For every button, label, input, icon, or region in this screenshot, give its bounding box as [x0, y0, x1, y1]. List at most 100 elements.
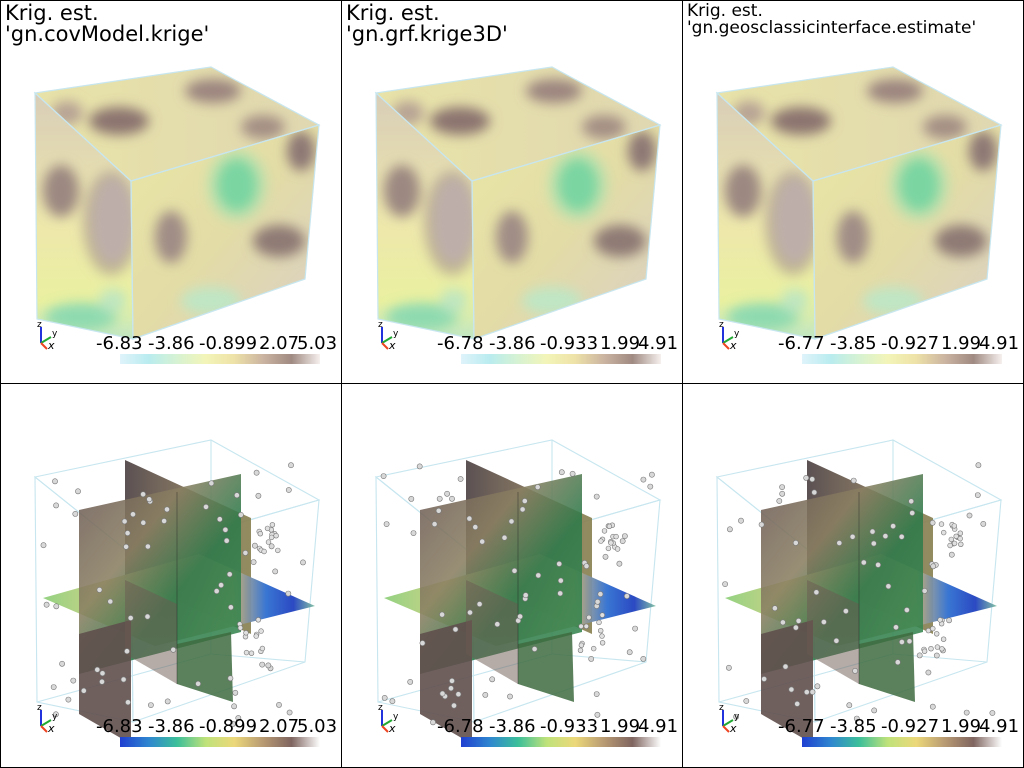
data-point-marker — [535, 572, 542, 579]
data-point-marker — [928, 646, 934, 652]
kriging-slices-render[interactable] — [683, 384, 1024, 768]
data-point-marker — [803, 475, 810, 481]
colorbar — [802, 737, 1002, 747]
data-point-marker — [226, 571, 233, 578]
data-point-marker — [383, 521, 390, 527]
cube-right-face — [131, 125, 319, 339]
kriging-slices-render[interactable] — [1, 384, 342, 768]
data-point-marker — [558, 469, 565, 476]
data-point-marker — [276, 701, 282, 708]
panel-title: Krig. est. 'gn.grf.krige3D' — [346, 3, 508, 45]
x-axis-arrow — [722, 342, 730, 350]
data-point-marker — [127, 615, 134, 621]
data-point-marker — [583, 563, 590, 569]
panel-title-line2: 'gn.geosclassicinterface.estimate' — [687, 18, 977, 38]
data-point-marker — [444, 490, 450, 497]
data-point-marker — [938, 521, 945, 527]
data-point-marker — [648, 471, 655, 478]
data-point-marker — [455, 691, 462, 698]
kriging-slices-render[interactable] — [342, 384, 683, 768]
data-point-marker — [860, 559, 867, 566]
data-point-marker — [614, 546, 621, 552]
panel-title: Krig. est. 'gn.covModel.krige' — [5, 3, 209, 45]
data-point-marker — [809, 689, 816, 695]
kriging-cube-render[interactable] — [342, 1, 683, 384]
data-point-marker — [722, 581, 728, 587]
data-point-marker — [59, 660, 65, 667]
colorbar-tick: 5.03 — [297, 716, 338, 737]
data-point-marker — [140, 519, 147, 526]
colorbar-tick: -6.83 — [96, 333, 143, 354]
colorbar-tick: 1.99 — [941, 716, 982, 737]
colorbar-tick: -3.85 — [830, 716, 877, 737]
data-point-marker — [933, 652, 940, 659]
data-point-marker — [269, 522, 276, 528]
data-point-marker — [147, 702, 154, 708]
data-point-marker — [761, 676, 767, 682]
panel-title: Krig. est. 'gn.geosclassicinterface.esti… — [687, 3, 976, 37]
data-point-marker — [632, 625, 638, 632]
data-point-marker — [452, 626, 459, 633]
data-point-marker — [951, 523, 957, 529]
data-point-marker — [451, 702, 457, 709]
data-point-marker — [958, 541, 964, 548]
data-point-marker — [779, 490, 786, 497]
z-axis-label: z — [719, 320, 724, 330]
data-point-marker — [479, 538, 486, 545]
data-point-marker — [930, 625, 936, 632]
data-point-marker — [598, 538, 604, 544]
y-axis-arrow — [722, 719, 734, 727]
x-axis-label: x — [729, 722, 737, 735]
colorbar-tick: 1.99 — [600, 333, 641, 354]
data-point-marker — [934, 644, 941, 650]
colorbar-tick: -3.86 — [489, 716, 536, 737]
data-point-marker — [288, 462, 294, 469]
data-point-marker — [232, 689, 239, 696]
x-axis-arrow — [722, 725, 730, 733]
data-point-marker — [586, 614, 592, 621]
data-point-marker — [569, 470, 576, 477]
data-point-marker — [898, 639, 905, 645]
data-point-marker — [273, 533, 279, 539]
data-point-marker — [779, 484, 785, 490]
data-point-marker — [410, 530, 417, 536]
data-point-marker — [242, 549, 249, 556]
data-point-marker — [921, 648, 928, 654]
kriging-cube-render[interactable] — [683, 1, 1024, 384]
data-point-marker — [164, 506, 170, 513]
data-point-marker — [893, 624, 899, 631]
data-point-marker — [70, 677, 77, 684]
data-point-marker — [578, 642, 585, 648]
data-point-marker — [850, 477, 857, 484]
data-point-marker — [531, 646, 538, 652]
data-point-marker — [457, 476, 464, 482]
colorbar-tick: 1.99 — [941, 333, 982, 354]
y-axis-label: y — [393, 712, 399, 722]
data-point-marker — [833, 637, 840, 644]
data-point-marker — [875, 561, 881, 568]
data-point-marker — [557, 577, 564, 584]
data-point-marker — [578, 623, 584, 630]
data-point-marker — [381, 694, 388, 701]
panel-title-line2: 'gn.covModel.krige' — [5, 22, 210, 46]
data-point-marker — [467, 609, 473, 616]
data-point-marker — [951, 540, 958, 547]
colorbar-tick: 4.91 — [979, 716, 1020, 737]
colorbar — [461, 737, 661, 747]
y-axis-label: y — [393, 329, 399, 339]
panel-geosclassic-estimate-cube[interactable]: Krig. est. 'gn.geosclassicinterface.esti… — [682, 0, 1024, 384]
colorbar-tick: 5.03 — [297, 333, 338, 354]
data-point-marker — [869, 528, 876, 535]
colorbar-tick: 2.07 — [259, 333, 300, 354]
x-axis-label: x — [729, 339, 737, 352]
cube-top-face — [35, 67, 319, 181]
kriging-cube-render[interactable] — [1, 1, 342, 384]
data-point-marker — [53, 711, 59, 718]
data-point-marker — [921, 587, 928, 594]
colorbar-tick: 4.91 — [979, 333, 1020, 354]
